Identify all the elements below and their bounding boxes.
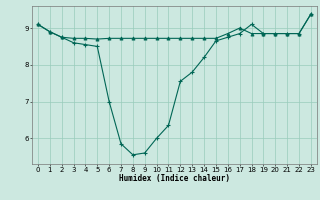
X-axis label: Humidex (Indice chaleur): Humidex (Indice chaleur) (119, 174, 230, 183)
